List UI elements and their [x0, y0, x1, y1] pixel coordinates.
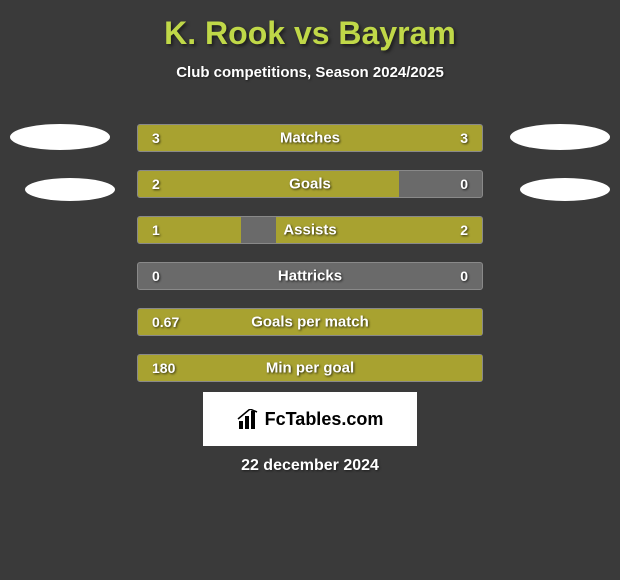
stat-label: Matches — [138, 130, 482, 147]
stat-label: Goals per match — [138, 314, 482, 331]
stat-value-left: 2 — [152, 176, 160, 192]
right-player-shape-2 — [520, 178, 610, 201]
stat-bar-row: 0.67Goals per match — [137, 308, 483, 336]
stat-value-left: 3 — [152, 130, 160, 146]
comparison-title: K. Rook vs Bayram — [0, 0, 620, 52]
stat-label: Assists — [138, 222, 482, 239]
stat-label: Min per goal — [138, 360, 482, 377]
date-label: 22 december 2024 — [0, 457, 620, 475]
stats-bars-container: 33Matches20Goals12Assists00Hattricks0.67… — [137, 124, 483, 400]
stat-value-right: 0 — [460, 176, 468, 192]
stat-value-right: 2 — [460, 222, 468, 238]
fctables-logo-text: FcTables.com — [265, 409, 384, 430]
stat-value-left: 0.67 — [152, 314, 179, 330]
stat-label: Goals — [138, 176, 482, 193]
chart-icon — [237, 409, 261, 429]
stat-value-right: 3 — [460, 130, 468, 146]
stat-value-left: 1 — [152, 222, 160, 238]
stat-value-right: 0 — [460, 268, 468, 284]
stat-label: Hattricks — [138, 268, 482, 285]
comparison-subtitle: Club competitions, Season 2024/2025 — [0, 64, 620, 81]
fctables-logo: FcTables.com — [203, 392, 417, 446]
stat-value-left: 0 — [152, 268, 160, 284]
left-player-shape-1 — [10, 124, 110, 150]
right-player-shape-1 — [510, 124, 610, 150]
stat-bar-row: 0 0Hattricks — [137, 262, 483, 290]
stat-bar-row: 3 3Matches — [137, 124, 483, 152]
stat-bar-row: 1 2Assists — [137, 216, 483, 244]
left-player-shape-2 — [25, 178, 115, 201]
stat-value-left: 180 — [152, 360, 175, 376]
stat-bar-row: 180Min per goal — [137, 354, 483, 382]
stat-bar-row: 2 0Goals — [137, 170, 483, 198]
